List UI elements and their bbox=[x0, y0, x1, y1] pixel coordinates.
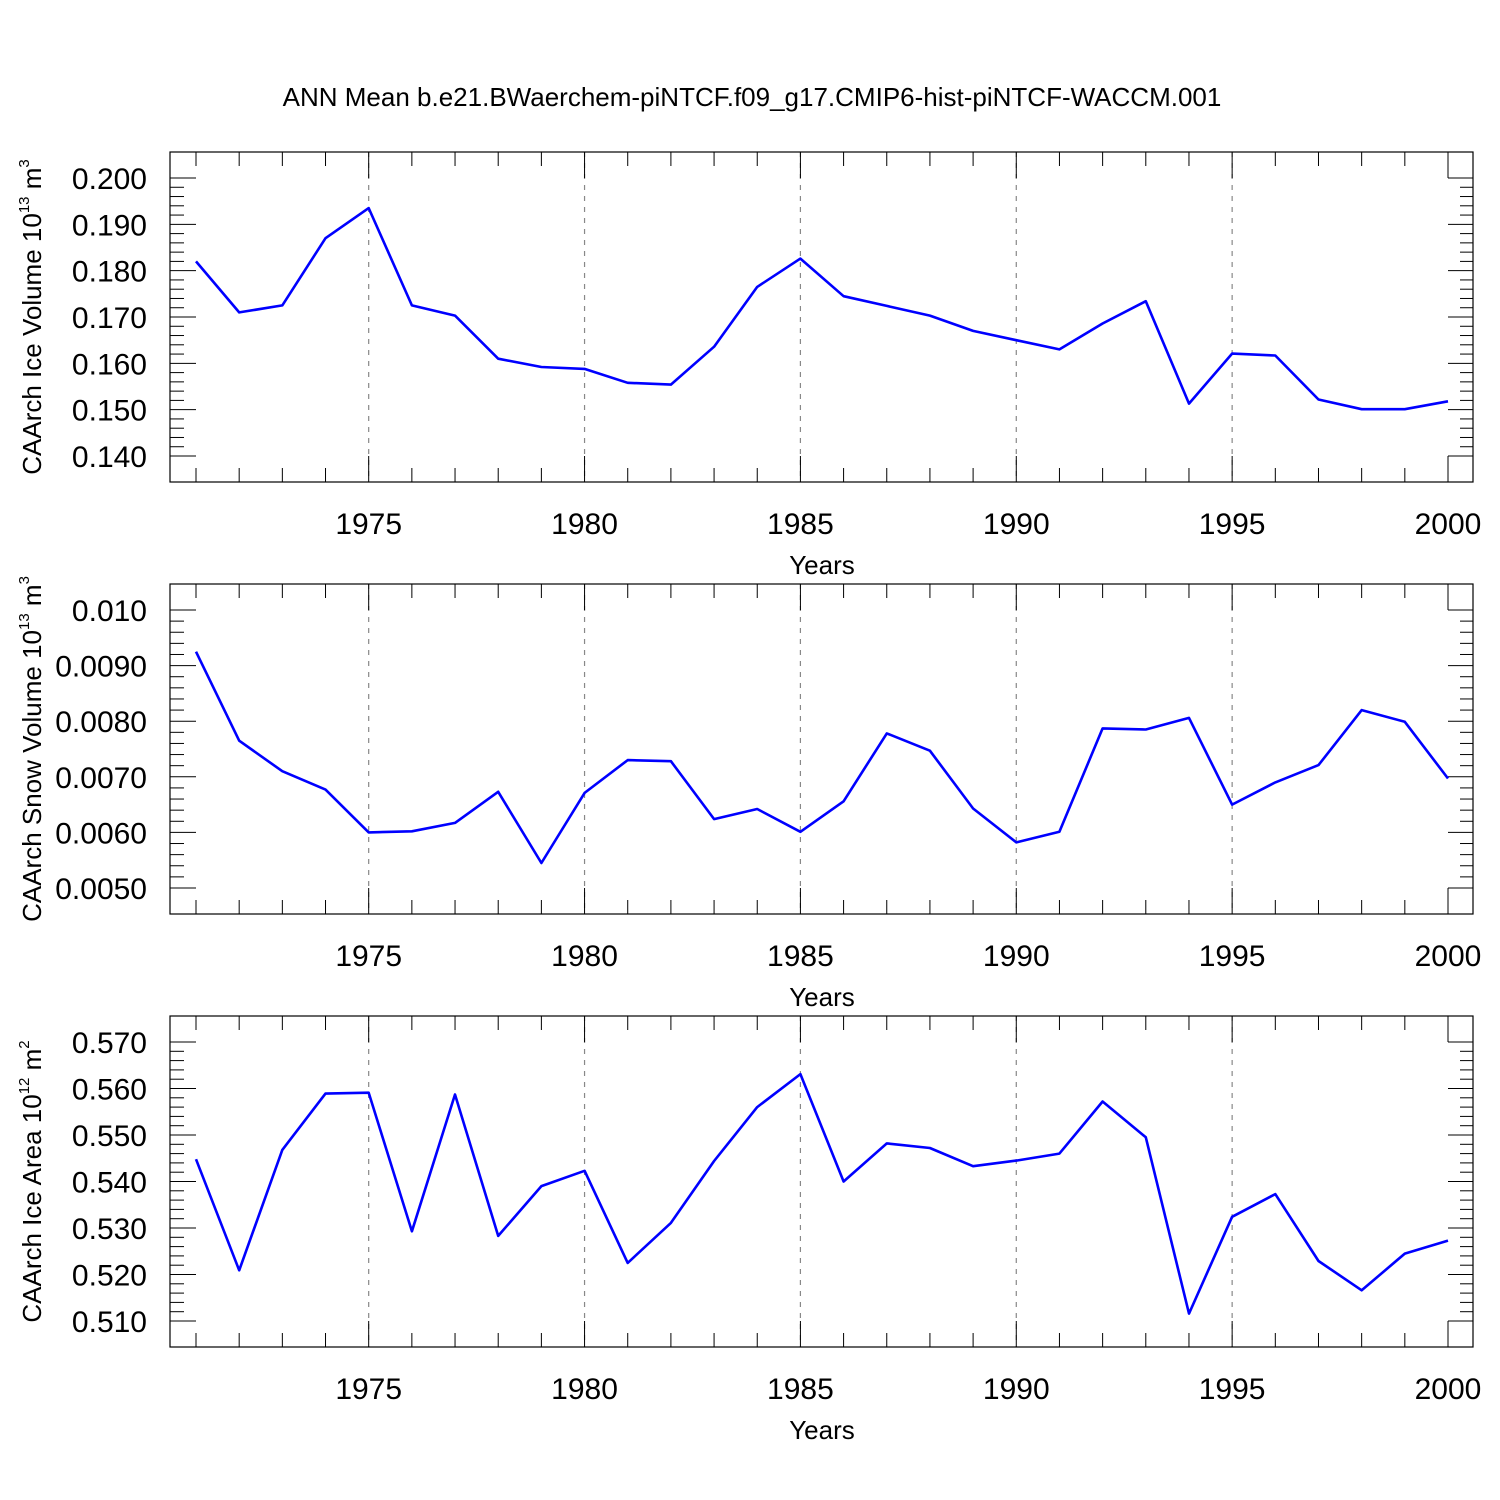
x-tick-label: 1985 bbox=[767, 940, 834, 973]
figure-title: ANN Mean b.e21.BWaerchem-piNTCF.f09_g17.… bbox=[283, 82, 1222, 112]
y-axis-label-exponent: 13 bbox=[16, 613, 33, 630]
y-axis-label: CAArch Snow Volume 1013 m3 bbox=[16, 576, 47, 922]
x-tick-label: 2000 bbox=[1415, 508, 1482, 541]
series-line bbox=[194, 651, 1450, 865]
y-tick-label: 0.010 bbox=[72, 595, 147, 628]
x-axis-label: Years bbox=[789, 1415, 855, 1445]
x-tick-label: 1995 bbox=[1199, 940, 1266, 973]
y-axis-label-unit: m bbox=[17, 168, 47, 197]
x-tick-label: 1975 bbox=[335, 1373, 402, 1406]
y-tick-label: 0.0060 bbox=[55, 817, 147, 850]
y-axis-label-unit: m bbox=[17, 1049, 47, 1078]
series-line bbox=[195, 206, 1449, 411]
y-axis-label-exponent: 13 bbox=[16, 196, 33, 213]
y-axis-label-unit-exponent: 2 bbox=[16, 1040, 33, 1048]
y-axis-label-main: CAArch Ice Volume 10 bbox=[17, 213, 47, 475]
y-tick-label: 0.510 bbox=[72, 1306, 147, 1339]
y-tick-label: 0.190 bbox=[72, 209, 147, 242]
x-tick-label: 1975 bbox=[335, 940, 402, 973]
series-line bbox=[194, 1072, 1449, 1315]
y-axis-label: CAArch Ice Volume 1013 m3 bbox=[16, 159, 47, 475]
y-tick-label: 0.200 bbox=[72, 163, 147, 196]
x-axis-label: Years bbox=[789, 982, 855, 1012]
plot-frame bbox=[169, 583, 1474, 915]
y-axis-label: CAArch Ice Area 1012 m2 bbox=[16, 1040, 47, 1322]
y-axis-label-unit-exponent: 3 bbox=[16, 159, 33, 167]
y-tick-label: 0.180 bbox=[72, 256, 147, 289]
y-tick-label: 0.560 bbox=[72, 1074, 147, 1107]
x-tick-label: 1975 bbox=[335, 508, 402, 541]
y-tick-label: 0.0080 bbox=[55, 706, 147, 739]
y-tick-label: 0.530 bbox=[72, 1213, 147, 1246]
y-axis-label-unit: m bbox=[17, 584, 47, 613]
y-tick-label: 0.0090 bbox=[55, 651, 147, 684]
y-axis-label-unit-exponent: 3 bbox=[16, 576, 33, 584]
y-tick-label: 0.0070 bbox=[55, 762, 147, 795]
x-tick-label: 1980 bbox=[551, 1373, 618, 1406]
x-tick-label: 1995 bbox=[1199, 508, 1266, 541]
x-tick-label: 2000 bbox=[1415, 940, 1482, 973]
y-tick-label: 0.170 bbox=[72, 302, 147, 335]
x-tick-label: 1980 bbox=[551, 940, 618, 973]
x-tick-label: 1985 bbox=[767, 508, 834, 541]
y-axis-label-main: CAArch Snow Volume 10 bbox=[17, 630, 47, 922]
y-tick-label: 0.140 bbox=[72, 441, 147, 474]
x-axis-label: Years bbox=[789, 550, 855, 580]
x-tick-label: 1990 bbox=[983, 940, 1050, 973]
x-tick-label: 1990 bbox=[983, 508, 1050, 541]
y-tick-label: 0.570 bbox=[72, 1027, 147, 1060]
x-tick-label: 1995 bbox=[1199, 1373, 1266, 1406]
x-tick-label: 1990 bbox=[983, 1373, 1050, 1406]
x-tick-label: 1985 bbox=[767, 1373, 834, 1406]
y-tick-label: 0.520 bbox=[72, 1260, 147, 1293]
panel-1: 0.140 0.150 0.160 0.170 0.180 0.190 0.200 1975 1… bbox=[16, 151, 1482, 580]
y-tick-label: 0.550 bbox=[72, 1120, 147, 1153]
y-tick-label: 0.0050 bbox=[55, 873, 147, 906]
y-axis-label-main: CAArch Ice Area 10 bbox=[17, 1094, 47, 1322]
y-axis-label-exponent: 12 bbox=[16, 1078, 33, 1095]
panel-2: 0.0050 0.0060 0.0070 0.0080 0.0090 0.010 1975 1… bbox=[16, 576, 1481, 1012]
y-tick-label: 0.540 bbox=[72, 1167, 147, 1200]
plot-frame bbox=[169, 1015, 1474, 1348]
panel-3: 0.510 0.520 0.530 0.540 0.550 0.560 0.570 1975 1… bbox=[16, 1015, 1482, 1445]
x-tick-label: 2000 bbox=[1415, 1373, 1482, 1406]
plot-frame bbox=[169, 151, 1474, 483]
y-tick-label: 0.160 bbox=[72, 348, 147, 381]
y-tick-label: 0.150 bbox=[72, 395, 147, 428]
x-tick-label: 1980 bbox=[551, 508, 618, 541]
